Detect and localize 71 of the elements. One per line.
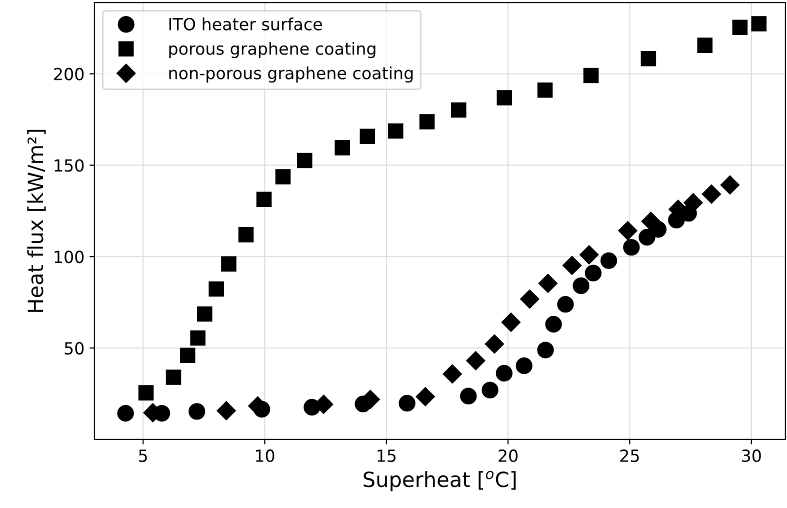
point xyxy=(668,212,685,228)
point xyxy=(702,184,721,204)
point xyxy=(297,152,312,168)
x-tick-label: 30 xyxy=(742,449,761,462)
point xyxy=(190,330,206,346)
x-axis-title: Superheat [$^{o}$C] xyxy=(364,470,516,492)
point xyxy=(166,370,182,385)
point xyxy=(304,398,320,416)
point xyxy=(545,316,562,333)
point xyxy=(623,238,640,256)
point xyxy=(751,16,767,32)
point xyxy=(180,348,196,363)
point xyxy=(732,20,748,36)
point xyxy=(388,123,404,139)
point xyxy=(537,82,553,98)
point xyxy=(482,382,498,398)
point xyxy=(580,245,599,264)
point xyxy=(583,68,599,84)
y-tick-label: 150 xyxy=(54,159,84,172)
point xyxy=(419,114,435,130)
point xyxy=(208,281,224,297)
point xyxy=(117,404,134,422)
point xyxy=(466,351,486,370)
x-tick-label: 15 xyxy=(378,450,396,462)
y-tick-label: 100 xyxy=(54,250,84,264)
point xyxy=(562,256,582,275)
point xyxy=(496,90,512,106)
point xyxy=(451,102,466,118)
point xyxy=(697,38,713,53)
legend-label: porous graphene coating xyxy=(169,42,376,58)
point xyxy=(484,334,504,354)
point xyxy=(496,364,512,382)
point xyxy=(188,403,206,420)
point xyxy=(600,252,618,269)
x-tick-label: 5 xyxy=(139,450,147,462)
y-axis-title: Heat flux [kW/m²] xyxy=(27,130,46,312)
point xyxy=(216,401,236,420)
point xyxy=(256,192,272,208)
point xyxy=(416,387,435,406)
point xyxy=(254,400,270,418)
point xyxy=(650,221,667,238)
point xyxy=(638,228,656,246)
legend-label: ITO heater surface xyxy=(169,18,322,30)
point xyxy=(584,264,602,282)
point xyxy=(275,169,291,184)
point xyxy=(501,312,521,332)
point xyxy=(334,140,350,156)
point xyxy=(516,357,532,374)
point xyxy=(197,306,212,322)
point xyxy=(537,342,554,358)
point xyxy=(720,175,740,195)
point xyxy=(460,388,477,404)
point xyxy=(354,396,372,412)
point xyxy=(640,51,656,66)
point xyxy=(221,256,236,272)
point xyxy=(138,385,154,400)
point xyxy=(238,227,254,242)
x-tick-label: 20 xyxy=(498,449,518,462)
point xyxy=(572,277,590,294)
legend-label: non-porous graphene coating xyxy=(169,66,413,83)
point xyxy=(618,221,638,240)
point xyxy=(520,290,540,309)
y-tick-label: 200 xyxy=(54,68,84,80)
point xyxy=(360,128,376,144)
point xyxy=(538,274,558,293)
point xyxy=(442,364,462,384)
x-tick-label: 10 xyxy=(256,449,274,462)
x-tick-label: 25 xyxy=(620,449,639,462)
y-tick-label: 50 xyxy=(64,342,84,355)
point xyxy=(557,296,574,313)
point xyxy=(398,394,416,412)
